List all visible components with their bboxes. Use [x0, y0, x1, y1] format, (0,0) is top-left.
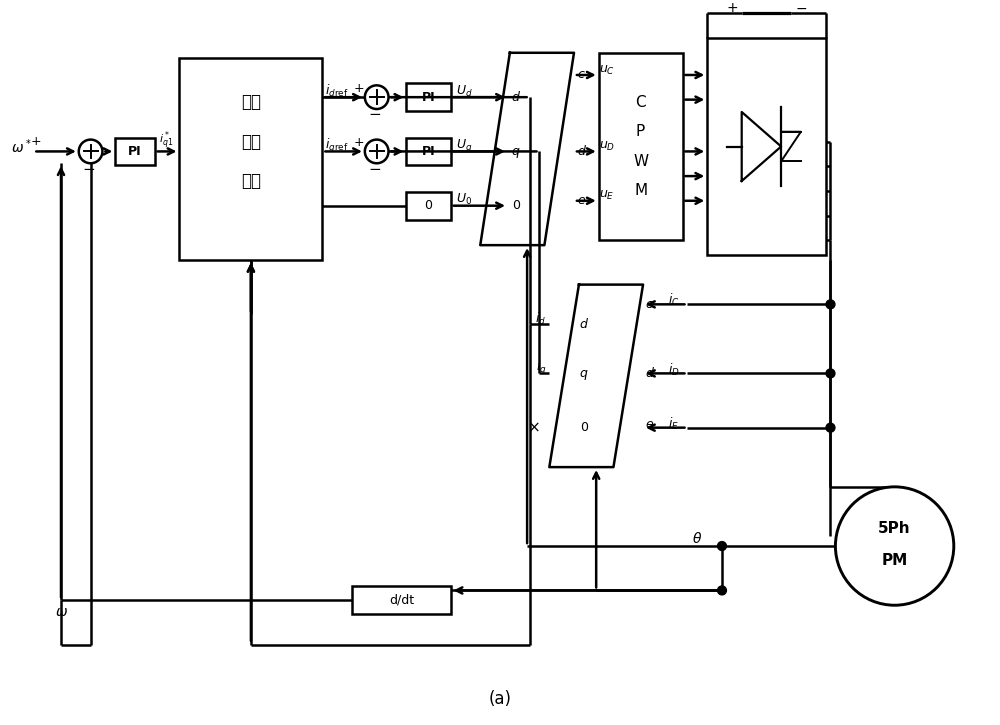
Text: d: d: [512, 91, 520, 104]
Text: e: e: [645, 418, 653, 431]
Text: d/dt: d/dt: [389, 594, 414, 607]
Text: −: −: [368, 162, 381, 177]
Circle shape: [365, 86, 389, 109]
Text: c: c: [577, 68, 584, 81]
Circle shape: [835, 487, 954, 605]
Text: $i_q$: $i_q$: [536, 360, 546, 378]
Text: −: −: [82, 162, 95, 177]
Text: ×: ×: [528, 420, 541, 435]
Text: 电流: 电流: [241, 133, 261, 151]
Text: 计算: 计算: [241, 172, 261, 190]
Text: $U_d$: $U_d$: [456, 83, 472, 99]
Bar: [599, 53, 683, 240]
Bar: [179, 58, 322, 260]
Bar: [406, 138, 451, 165]
Text: d: d: [577, 145, 585, 158]
Text: +: +: [354, 82, 364, 95]
Text: PI: PI: [422, 145, 435, 158]
Text: c: c: [646, 298, 652, 311]
Text: $i_{d\mathrm{ref}}$: $i_{d\mathrm{ref}}$: [325, 83, 349, 99]
Text: $i_{q\mathrm{ref}}$: $i_{q\mathrm{ref}}$: [325, 136, 349, 154]
Text: P: P: [636, 124, 645, 139]
Text: PI: PI: [128, 145, 142, 158]
Text: 5Ph: 5Ph: [878, 521, 911, 536]
Text: +: +: [31, 135, 42, 148]
Bar: [707, 38, 826, 255]
Circle shape: [718, 542, 726, 550]
Text: d: d: [645, 367, 653, 380]
Text: $u_C$: $u_C$: [599, 64, 615, 77]
Text: e: e: [577, 194, 585, 207]
Circle shape: [79, 140, 102, 163]
Text: $\theta$: $\theta$: [692, 531, 702, 546]
Text: $\omega$: $\omega$: [55, 605, 68, 619]
Bar: [115, 138, 155, 165]
Text: W: W: [633, 154, 648, 169]
Text: $i_C$: $i_C$: [668, 292, 679, 308]
Text: +: +: [354, 136, 364, 149]
Text: PI: PI: [422, 91, 435, 104]
Text: 0: 0: [512, 199, 520, 212]
Circle shape: [826, 300, 835, 309]
Text: $i_d$: $i_d$: [535, 311, 546, 327]
Circle shape: [365, 140, 389, 163]
Text: d: d: [580, 318, 588, 331]
Text: $i_E$: $i_E$: [668, 415, 679, 432]
Circle shape: [718, 586, 726, 595]
Text: $u_D$: $u_D$: [599, 140, 615, 153]
Circle shape: [826, 423, 835, 432]
Bar: [406, 83, 451, 111]
Text: +: +: [726, 1, 738, 15]
Text: −: −: [795, 1, 807, 15]
Text: 0: 0: [580, 421, 588, 434]
Text: q: q: [512, 145, 520, 158]
Text: $U_q$: $U_q$: [456, 137, 472, 154]
Text: $i^*_{q1}$: $i^*_{q1}$: [159, 130, 174, 152]
Bar: [406, 192, 451, 220]
Text: $\omega^*$: $\omega^*$: [11, 137, 32, 156]
Text: (a): (a): [488, 690, 512, 708]
Text: 容错: 容错: [241, 93, 261, 111]
Text: 0: 0: [424, 199, 432, 212]
Text: q: q: [580, 367, 588, 380]
Text: C: C: [635, 94, 646, 109]
Text: PM: PM: [881, 553, 908, 568]
Circle shape: [826, 369, 835, 378]
Text: −: −: [368, 107, 381, 123]
Bar: [352, 587, 451, 614]
Text: $U_0$: $U_0$: [456, 192, 472, 207]
Text: $i_D$: $i_D$: [668, 361, 679, 378]
Text: $u_E$: $u_E$: [599, 189, 614, 202]
Text: M: M: [634, 183, 647, 199]
